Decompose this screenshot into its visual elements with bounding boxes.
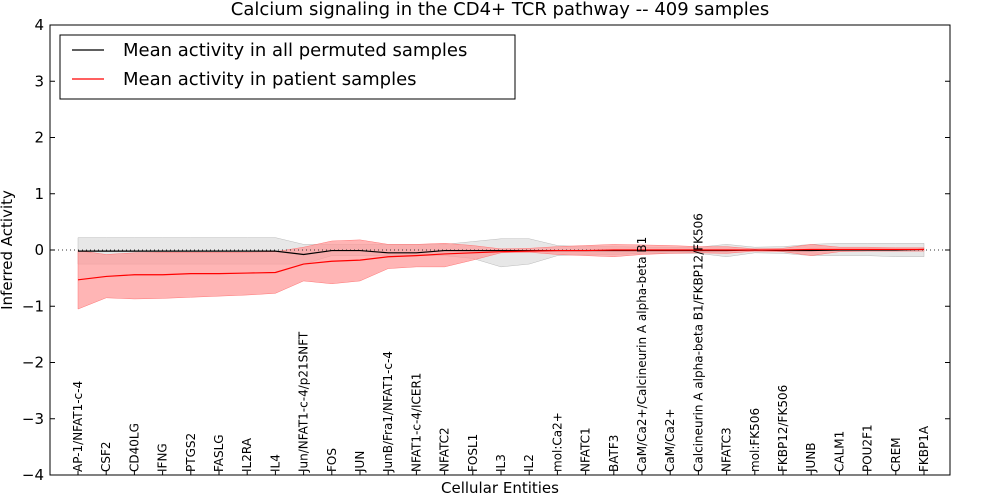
x-tick-label: CREM	[889, 437, 903, 472]
x-tick-label: BATF3	[607, 435, 621, 472]
band-series-1	[77, 239, 925, 310]
x-tick-label: CD40LG	[127, 423, 141, 472]
x-tick-label: NFATC2	[438, 427, 452, 472]
x-tick-label: FKBP12/FK506	[776, 385, 790, 472]
x-tick-label: CaM/Ca2+/Calcineurin A alpha-beta B1	[635, 237, 649, 472]
y-tick-label: −1	[22, 297, 44, 315]
y-axis-ticks: −4 −3 −2 −1 0 1 2 3 4	[22, 16, 950, 484]
y-tick-label: 3	[34, 72, 44, 90]
x-tick-label: JunB/Fra1/NFAT1-c-4	[381, 351, 395, 473]
x-tick-label: Jun/NFAT1-c-4/p21SNFT	[297, 331, 311, 473]
x-tick-label: CSF2	[99, 441, 113, 472]
chart-title: Calcium signaling in the CD4+ TCR pathwa…	[231, 0, 769, 20]
x-tick-label: FKBP1A	[917, 425, 931, 472]
x-tick-label: IFNG	[156, 443, 170, 472]
x-tick-label: IL2	[522, 454, 536, 472]
x-tick-label: CaM/Ca2+	[663, 408, 677, 472]
line-series-1	[77, 248, 924, 281]
category-labels: AP-1/NFAT1-c-4 CSF2 CD40LG IFNG PTGS2 FASLG IL…	[71, 213, 931, 475]
x-tick-label: NFATC3	[720, 427, 734, 472]
legend: Mean activity in all permuted samples Me…	[59, 34, 516, 100]
y-tick-label: −3	[22, 410, 44, 428]
x-axis-label: Cellular Entities	[441, 479, 559, 497]
x-tick-label: FASLG	[212, 434, 226, 472]
x-tick-label: JUNB	[804, 442, 818, 473]
x-tick-label: IL4	[268, 454, 282, 472]
y-axis-label: Inferred Activity	[0, 190, 16, 310]
legend-label-patient: Mean activity in patient samples	[123, 69, 417, 90]
legend-box	[59, 34, 516, 100]
y-tick-label: −2	[22, 354, 44, 372]
x-tick-label: mol:FK506	[748, 408, 762, 472]
x-tick-label: FOS	[325, 448, 339, 472]
x-tick-label: POU2F1	[861, 424, 875, 472]
x-tick-label: Calcineurin A alpha-beta B1/FKBP12/FK506	[691, 213, 705, 472]
x-tick-label: JUN	[353, 451, 367, 473]
y-tick-label: 1	[34, 185, 44, 203]
x-tick-label: IL2RA	[240, 437, 254, 472]
x-tick-label: CALM1	[832, 431, 846, 472]
legend-label-permuted: Mean activity in all permuted samples	[123, 40, 467, 61]
x-tick-label: NFATC1	[579, 427, 593, 472]
series-lines	[50, 248, 950, 281]
plot-frame	[49, 24, 951, 476]
x-tick-label: AP-1/NFAT1-c-4	[71, 381, 85, 472]
x-tick-label: NFAT1-c-4/ICER1	[409, 373, 423, 472]
x-tick-label: mol:Ca2+	[550, 412, 564, 472]
x-tick-label: IL3	[494, 454, 508, 472]
y-tick-label: 4	[34, 16, 44, 34]
x-tick-label: FOSL1	[466, 434, 480, 472]
y-tick-label: 2	[34, 129, 44, 147]
y-tick-label: 0	[34, 241, 44, 259]
x-tick-label: PTGS2	[184, 433, 198, 472]
y-tick-label: −4	[22, 466, 44, 484]
